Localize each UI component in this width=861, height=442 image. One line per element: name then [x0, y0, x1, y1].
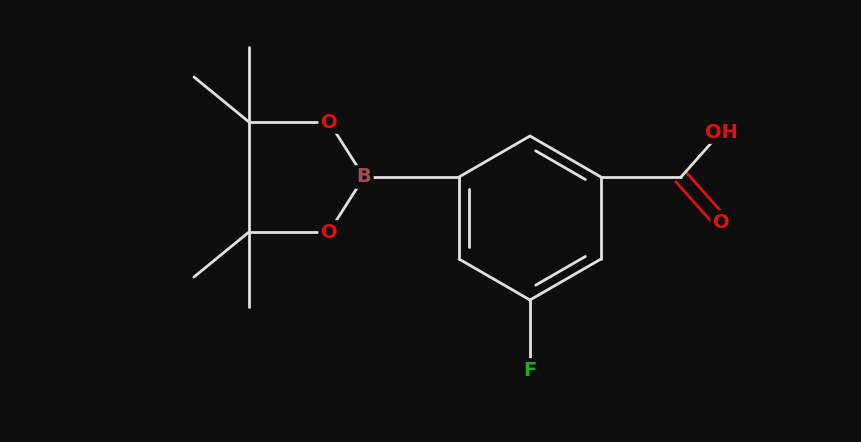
Text: OH: OH	[704, 122, 738, 141]
Text: B: B	[356, 168, 371, 187]
Text: F: F	[523, 361, 536, 380]
Text: O: O	[320, 113, 338, 132]
Text: O: O	[713, 213, 729, 232]
Text: O: O	[320, 222, 338, 241]
